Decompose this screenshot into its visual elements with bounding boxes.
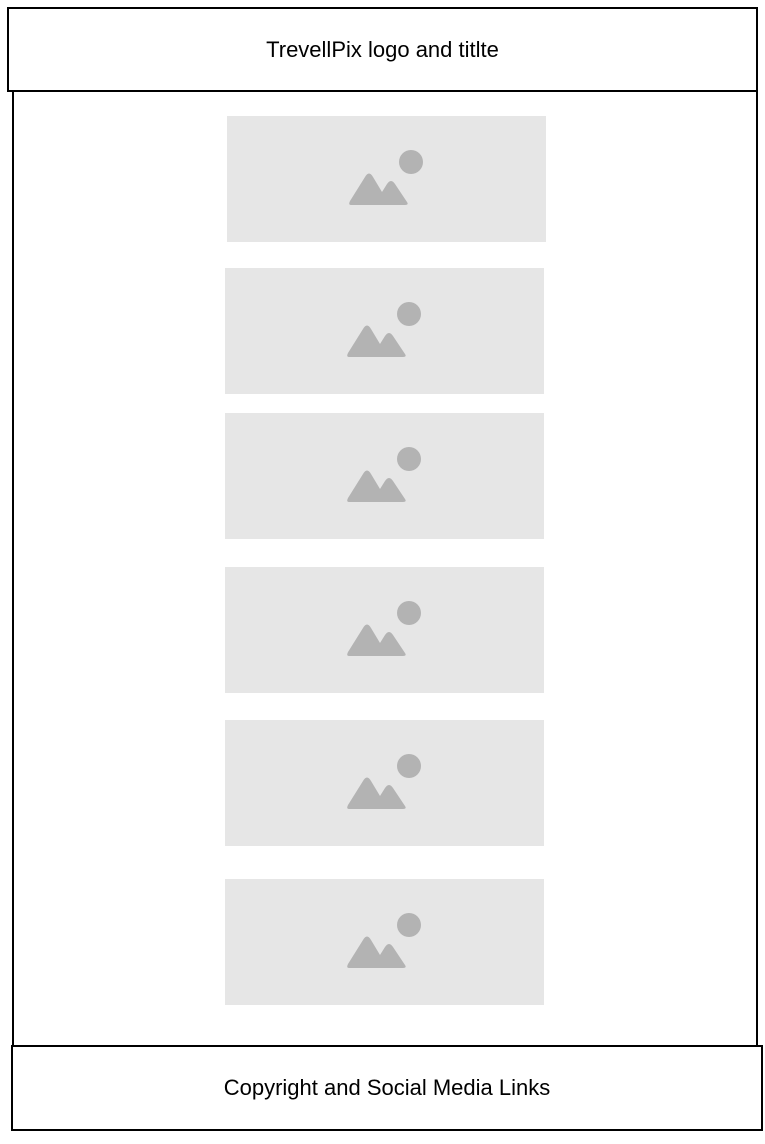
- header-label: TrevellPix logo and titlte: [266, 36, 499, 62]
- image-placeholder: [225, 567, 544, 693]
- image-placeholder-icon: [346, 913, 421, 968]
- image-placeholder-icon: [346, 601, 421, 656]
- image-placeholder: [227, 116, 546, 242]
- image-placeholder: [225, 268, 544, 394]
- header-section: TrevellPix logo and titlte: [7, 7, 758, 92]
- image-placeholder: [225, 413, 544, 539]
- footer-section: Copyright and Social Media Links: [11, 1045, 763, 1131]
- image-placeholder-icon: [346, 302, 421, 357]
- image-placeholder-icon: [346, 447, 421, 502]
- image-placeholder: [225, 720, 544, 846]
- image-placeholder: [225, 879, 544, 1005]
- image-placeholder-icon: [346, 754, 421, 809]
- image-placeholder-icon: [348, 150, 423, 205]
- content-area: [12, 90, 758, 1048]
- footer-label: Copyright and Social Media Links: [223, 1075, 551, 1100]
